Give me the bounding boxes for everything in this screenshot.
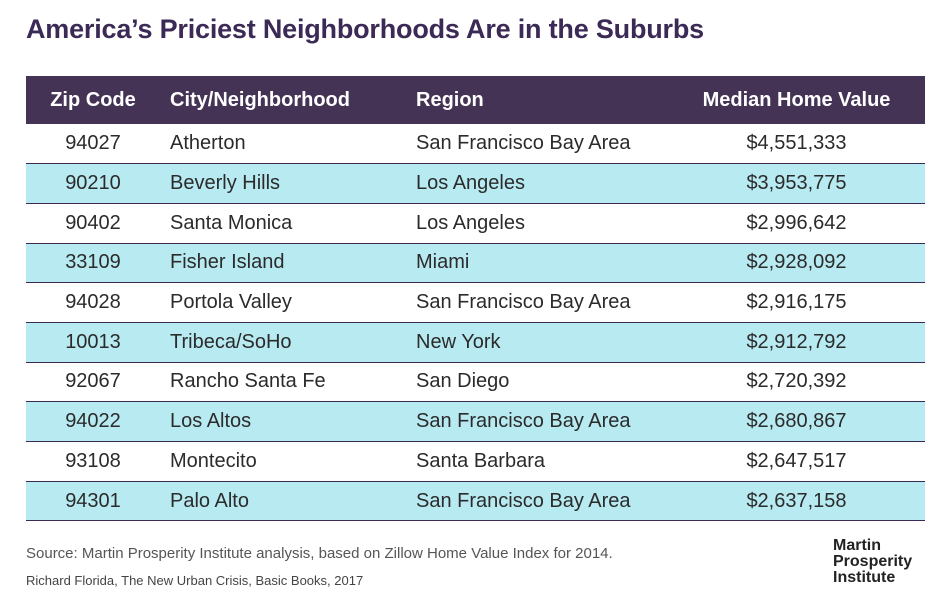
logo-line: Martin: [833, 537, 881, 554]
cell-value: $2,928,092: [668, 243, 925, 284]
table-row: 90402 Santa Monica Los Angeles $2,996,642: [26, 203, 925, 244]
cell-region: Los Angeles: [416, 203, 668, 244]
cell-city: Fisher Island: [160, 243, 416, 284]
cell-region: Santa Barbara: [416, 441, 668, 482]
cell-region: New York: [416, 322, 668, 363]
cell-value: $2,637,158: [668, 481, 925, 522]
cell-value: $2,912,792: [668, 322, 925, 363]
cell-city: Rancho Santa Fe: [160, 362, 416, 403]
cell-city: Palo Alto: [160, 481, 416, 522]
cell-city: Montecito: [160, 441, 416, 482]
cell-zip: 33109: [26, 243, 160, 284]
cell-value: $4,551,333: [668, 124, 925, 165]
cell-region: San Francisco Bay Area: [416, 401, 668, 442]
cell-value: $2,996,642: [668, 203, 925, 244]
column-header-region: Region: [416, 88, 484, 111]
cell-region: San Francisco Bay Area: [416, 282, 668, 323]
cell-region: Miami: [416, 243, 668, 284]
cell-value: $2,916,175: [668, 282, 925, 323]
table-row: 90210 Beverly Hills Los Angeles $3,953,775: [26, 163, 925, 204]
institute-logo: Martin Prosperity Institute: [833, 538, 928, 586]
cell-value: $3,953,775: [668, 163, 925, 204]
table-row: 92067 Rancho Santa Fe San Diego $2,720,392: [26, 362, 925, 403]
table-row: 33109 Fisher Island Miami $2,928,092: [26, 243, 925, 284]
cell-zip: 93108: [26, 441, 160, 482]
source-note: Source: Martin Prosperity Institute anal…: [26, 545, 613, 562]
cell-value: $2,720,392: [668, 362, 925, 403]
cell-value: $2,647,517: [668, 441, 925, 482]
logo-line: Institute: [833, 569, 896, 586]
cell-region: Los Angeles: [416, 163, 668, 204]
logo-line: Prosperity: [833, 553, 913, 570]
cell-city: Atherton: [160, 124, 416, 165]
data-table: Zip Code City/Neighborhood Region Median…: [26, 76, 925, 522]
table-row: 93108 Montecito Santa Barbara $2,647,517: [26, 441, 925, 482]
table-row: 94022 Los Altos San Francisco Bay Area $2,6…: [26, 401, 925, 442]
cell-zip: 94028: [26, 282, 160, 323]
cell-zip: 10013: [26, 322, 160, 363]
cell-city: Portola Valley: [160, 282, 416, 323]
cell-city: Tribeca/SoHo: [160, 322, 416, 363]
cell-zip: 90210: [26, 163, 160, 204]
cell-zip: 90402: [26, 203, 160, 244]
cell-zip: 94301: [26, 481, 160, 522]
cell-region: San Francisco Bay Area: [416, 124, 668, 165]
data-table-container: Zip Code City/Neighborhood Region Median…: [26, 76, 925, 522]
cell-region: San Diego: [416, 362, 668, 403]
cell-zip: 94027: [26, 124, 160, 165]
cell-zip: 94022: [26, 401, 160, 442]
table-row: 94027 Atherton San Francisco Bay Area $4,55…: [26, 124, 925, 165]
table-row: 94301 Palo Alto San Francisco Bay Area $2,6…: [26, 481, 925, 522]
chart-title: America’s Priciest Neighborhoods Are in …: [26, 14, 704, 44]
column-header-zip: Zip Code: [50, 88, 136, 111]
cell-value: $2,680,867: [668, 401, 925, 442]
table-body: 94027 Atherton San Francisco Bay Area $4,55…: [26, 124, 925, 522]
credit-note: Richard Florida, The New Urban Crisis, B…: [26, 573, 364, 588]
cell-region: San Francisco Bay Area: [416, 481, 668, 522]
column-header-value: Median Home Value: [702, 88, 891, 111]
cell-zip: 92067: [26, 362, 160, 403]
cell-city: Santa Monica: [160, 203, 416, 244]
table-row: 10013 Tribeca/SoHo New York $2,912,792: [26, 322, 925, 363]
cell-city: Beverly Hills: [160, 163, 416, 204]
table-row: 94028 Portola Valley San Francisco Bay Are…: [26, 282, 925, 323]
column-header-city: City/Neighborhood: [170, 88, 350, 111]
cell-city: Los Altos: [160, 401, 416, 442]
table-header-row: Zip Code City/Neighborhood Region Median…: [26, 76, 925, 124]
